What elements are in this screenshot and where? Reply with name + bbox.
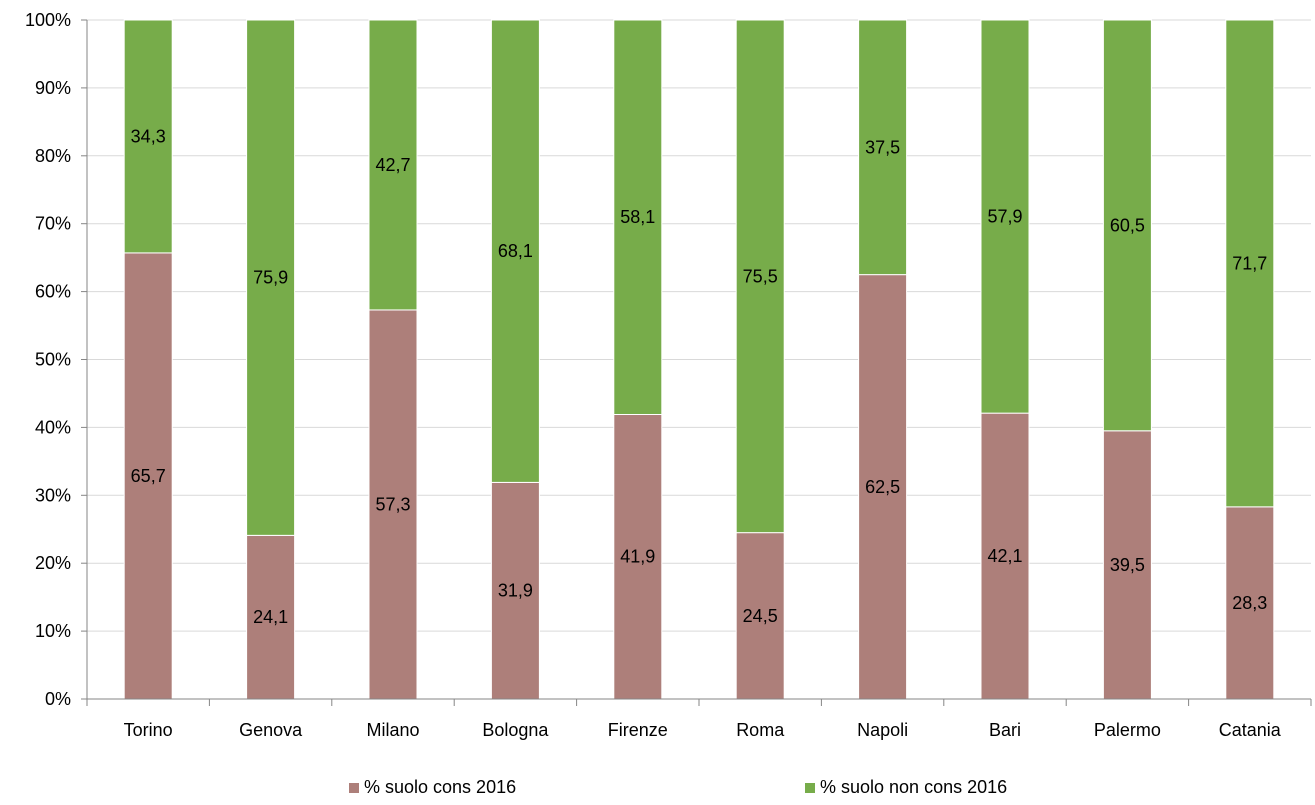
data-label: 57,3 [375,494,410,514]
data-label: 28,3 [1232,593,1267,613]
y-tick-label: 50% [35,350,71,370]
x-tick-label: Milano [366,720,419,740]
legend: % suolo cons 2016 % suolo non cons 2016 [349,777,1007,797]
x-tick-label: Genova [239,720,303,740]
y-tick-label: 60% [35,282,71,302]
bar-segment-non-cons [1102,19,1152,432]
data-label: 75,5 [743,266,778,286]
data-label: 39,5 [1110,555,1145,575]
bar-segment-non-cons [613,19,663,415]
bar-segment-cons [858,274,908,700]
bar-segment-non-cons [735,19,785,534]
data-label: 62,5 [865,477,900,497]
bar-segment-non-cons [1225,19,1275,508]
x-tick-label: Bologna [482,720,549,740]
x-tick-label: Palermo [1094,720,1161,740]
data-label: 41,9 [620,547,655,567]
bar-segment-non-cons [368,19,418,311]
y-tick-label: 10% [35,621,71,641]
bar-segment-cons [368,309,418,700]
bar-segment-non-cons [123,19,173,254]
data-label: 42,7 [375,155,410,175]
data-label: 24,5 [743,606,778,626]
legend-swatch [805,783,815,793]
y-tick-label: 30% [35,485,71,505]
x-tick-label: Bari [989,720,1021,740]
bar-segment-cons [490,481,540,700]
data-label: 37,5 [865,137,900,157]
data-label: 57,9 [987,207,1022,227]
bar-segment-non-cons [858,19,908,276]
y-tick-label: 100% [25,10,71,30]
y-tick-label: 20% [35,553,71,573]
data-label: 24,1 [253,607,288,627]
data-label: 75,9 [253,268,288,288]
data-label: 65,7 [131,466,166,486]
bar-segment-non-cons [490,19,540,483]
bar-segment-cons [613,413,663,700]
y-tick-label: 80% [35,146,71,166]
legend-label: % suolo non cons 2016 [820,777,1007,797]
legend-swatch [349,783,359,793]
bar-segment-non-cons [246,19,296,536]
data-label: 58,1 [620,207,655,227]
x-tick-label: Roma [736,720,785,740]
data-label: 31,9 [498,581,533,601]
bar-segment-cons [735,532,785,700]
x-tick-label: Firenze [608,720,668,740]
data-labels: 65,7 34,3 24,1 75,9 57,3 42,7 31,9 68,1 41,9 58,1… [131,126,1268,627]
data-label: 71,7 [1232,253,1267,273]
bars [123,19,1275,700]
x-tick-label: Catania [1219,720,1282,740]
y-tick-label: 40% [35,417,71,437]
y-tick-label: 90% [35,78,71,98]
y-tick-label: 0% [45,689,71,709]
x-tick-label: Torino [124,720,173,740]
data-label: 42,1 [987,546,1022,566]
axes: 0% 10% 20% 30% 40% 50% 60% 70% 80% 90% 100% Torino G… [25,10,1312,740]
y-tick-label: 70% [35,214,71,234]
data-label: 34,3 [131,126,166,146]
legend-label: % suolo cons 2016 [364,777,516,797]
x-tick-label: Napoli [857,720,908,740]
data-label: 60,5 [1110,215,1145,235]
bar-segment-non-cons [980,19,1030,414]
data-label: 68,1 [498,241,533,261]
